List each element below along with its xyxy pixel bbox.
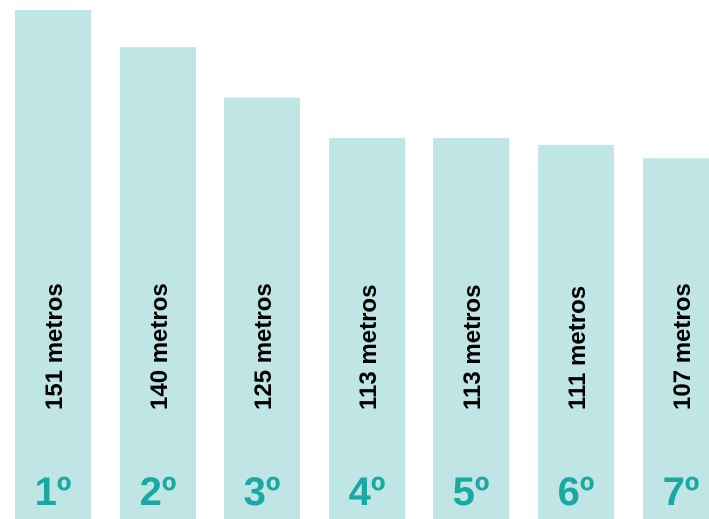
value-label-1: 151 metros xyxy=(41,283,68,410)
value-label-4: 113 metros xyxy=(355,285,382,410)
bar-4 xyxy=(329,138,405,519)
bar-2 xyxy=(120,47,196,519)
bar-3 xyxy=(224,97,300,519)
rank-label-7: 7º xyxy=(663,470,700,514)
value-label-5: 113 metros xyxy=(459,285,486,410)
value-label-2: 140 metros xyxy=(146,283,173,410)
bar-7 xyxy=(643,158,709,519)
value-label-7: 107 metros xyxy=(669,283,696,410)
rank-label-1: 1º xyxy=(35,470,72,514)
value-label-6: 111 metros xyxy=(564,286,591,410)
rank-label-5: 5º xyxy=(453,470,490,514)
bar-6 xyxy=(538,144,614,519)
rank-label-3: 3º xyxy=(244,470,281,514)
bar-1 xyxy=(15,10,91,519)
value-label-3: 125 metros xyxy=(250,283,277,410)
rank-label-2: 2º xyxy=(140,470,177,514)
rank-label-4: 4º xyxy=(349,470,386,514)
bar-5 xyxy=(433,138,509,519)
rank-label-6: 6º xyxy=(558,470,595,514)
